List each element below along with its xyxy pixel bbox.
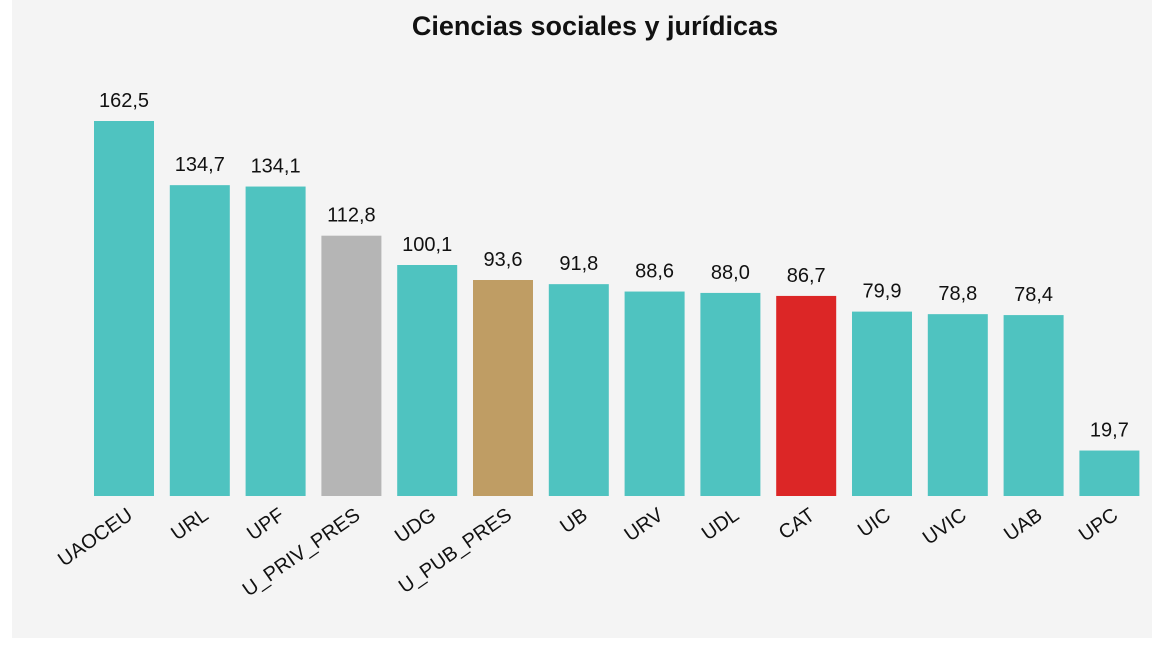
data-label: 162,5 — [99, 90, 149, 112]
data-label: 93,6 — [484, 249, 523, 271]
data-label: 79,9 — [863, 281, 902, 303]
data-label: 91,8 — [559, 253, 598, 275]
bar — [776, 295, 837, 496]
bar — [624, 291, 685, 496]
data-label: 78,4 — [1014, 284, 1053, 306]
data-label: 112,8 — [327, 205, 376, 227]
data-label: 19,7 — [1090, 420, 1129, 442]
bar — [397, 265, 458, 496]
data-label: 86,7 — [787, 265, 826, 287]
data-label: 100,1 — [402, 234, 452, 256]
bar — [473, 280, 533, 496]
bar — [927, 314, 988, 496]
bar — [321, 235, 382, 496]
data-label: 88,6 — [635, 261, 674, 283]
bar — [852, 311, 912, 496]
data-label: 78,8 — [938, 283, 977, 305]
data-label: 134,7 — [175, 154, 225, 176]
bar — [94, 121, 154, 496]
data-label: 88,0 — [711, 262, 750, 284]
chart-title: Ciencias sociales y jurídicas — [412, 11, 778, 41]
bar — [245, 186, 306, 497]
bar — [700, 292, 761, 496]
data-label: 134,1 — [251, 156, 301, 178]
bar — [1003, 315, 1064, 496]
bar — [169, 185, 230, 496]
bar — [548, 284, 609, 496]
bar — [1079, 450, 1140, 496]
